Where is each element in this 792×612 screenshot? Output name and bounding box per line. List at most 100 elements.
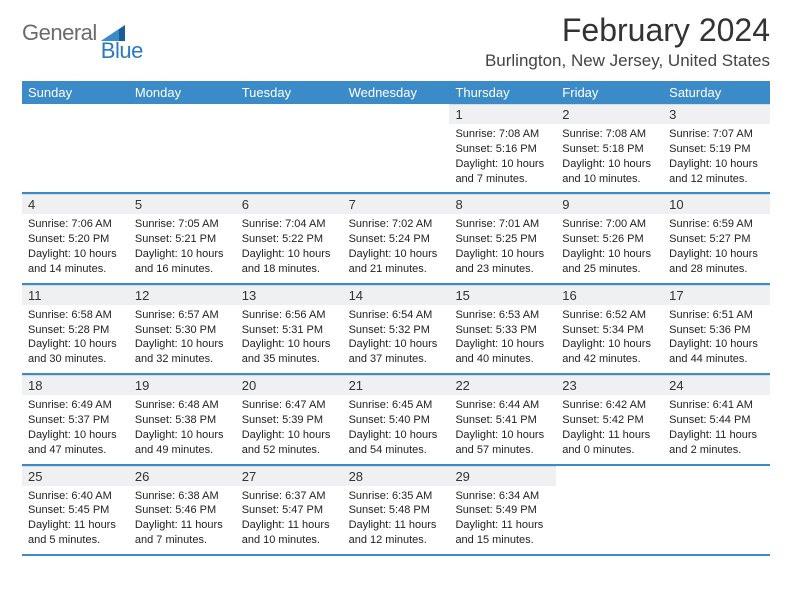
day-number-bar: 4 [22, 194, 129, 214]
day-number: 12 [129, 286, 236, 305]
daylight-line: Daylight: 10 hours and 10 minutes. [562, 157, 657, 187]
daylight-line: Daylight: 10 hours and 23 minutes. [455, 247, 550, 277]
day-cell [663, 466, 770, 554]
sunrise-line: Sunrise: 6:47 AM [242, 398, 337, 413]
sunset-line: Sunset: 5:45 PM [28, 503, 123, 518]
sunrise-line: Sunrise: 7:00 AM [562, 217, 657, 232]
sunrise-line: Sunrise: 7:05 AM [135, 217, 230, 232]
day-number-bar: 25 [22, 466, 129, 486]
sunrise-line: Sunrise: 6:34 AM [455, 489, 550, 504]
sunset-line: Sunset: 5:49 PM [455, 503, 550, 518]
sunrise-line: Sunrise: 7:02 AM [349, 217, 444, 232]
sunrise-line: Sunrise: 6:38 AM [135, 489, 230, 504]
calendar: SundayMondayTuesdayWednesdayThursdayFrid… [22, 81, 770, 556]
day-cell: 23Sunrise: 6:42 AMSunset: 5:42 PMDayligh… [556, 375, 663, 463]
sunset-line: Sunset: 5:30 PM [135, 323, 230, 338]
sunrise-line: Sunrise: 6:44 AM [455, 398, 550, 413]
sunrise-line: Sunrise: 6:52 AM [562, 308, 657, 323]
day-body: Sunrise: 6:42 AMSunset: 5:42 PMDaylight:… [556, 395, 663, 463]
day-body: Sunrise: 7:05 AMSunset: 5:21 PMDaylight:… [129, 214, 236, 282]
week-row: 25Sunrise: 6:40 AMSunset: 5:45 PMDayligh… [22, 466, 770, 556]
day-cell: 28Sunrise: 6:35 AMSunset: 5:48 PMDayligh… [343, 466, 450, 554]
day-cell: 18Sunrise: 6:49 AMSunset: 5:37 PMDayligh… [22, 375, 129, 463]
day-number: 25 [22, 467, 129, 486]
sunset-line: Sunset: 5:40 PM [349, 413, 444, 428]
daylight-line: Daylight: 10 hours and 42 minutes. [562, 337, 657, 367]
day-cell: 13Sunrise: 6:56 AMSunset: 5:31 PMDayligh… [236, 285, 343, 373]
day-number-bar: 27 [236, 466, 343, 486]
daylight-line: Daylight: 10 hours and 57 minutes. [455, 428, 550, 458]
sunrise-line: Sunrise: 6:40 AM [28, 489, 123, 504]
sunset-line: Sunset: 5:20 PM [28, 232, 123, 247]
day-number-bar: 29 [449, 466, 556, 486]
day-number-bar: 7 [343, 194, 450, 214]
day-body: Sunrise: 6:52 AMSunset: 5:34 PMDaylight:… [556, 305, 663, 373]
daylight-line: Daylight: 11 hours and 10 minutes. [242, 518, 337, 548]
day-cell: 26Sunrise: 6:38 AMSunset: 5:46 PMDayligh… [129, 466, 236, 554]
sunrise-line: Sunrise: 6:56 AM [242, 308, 337, 323]
day-body: Sunrise: 6:41 AMSunset: 5:44 PMDaylight:… [663, 395, 770, 463]
sunset-line: Sunset: 5:34 PM [562, 323, 657, 338]
day-cell: 22Sunrise: 6:44 AMSunset: 5:41 PMDayligh… [449, 375, 556, 463]
day-body: Sunrise: 7:07 AMSunset: 5:19 PMDaylight:… [663, 124, 770, 192]
day-cell: 17Sunrise: 6:51 AMSunset: 5:36 PMDayligh… [663, 285, 770, 373]
day-number: 18 [22, 376, 129, 395]
daylight-line: Daylight: 10 hours and 14 minutes. [28, 247, 123, 277]
day-body: Sunrise: 6:53 AMSunset: 5:33 PMDaylight:… [449, 305, 556, 373]
day-number: 9 [556, 195, 663, 214]
weekday-header: Monday [129, 81, 236, 104]
daylight-line: Daylight: 10 hours and 16 minutes. [135, 247, 230, 277]
sunrise-line: Sunrise: 6:37 AM [242, 489, 337, 504]
day-body: Sunrise: 6:40 AMSunset: 5:45 PMDaylight:… [22, 486, 129, 554]
day-cell: 14Sunrise: 6:54 AMSunset: 5:32 PMDayligh… [343, 285, 450, 373]
week-row: 11Sunrise: 6:58 AMSunset: 5:28 PMDayligh… [22, 285, 770, 375]
daylight-line: Daylight: 10 hours and 7 minutes. [455, 157, 550, 187]
day-number: 23 [556, 376, 663, 395]
day-body: Sunrise: 6:37 AMSunset: 5:47 PMDaylight:… [236, 486, 343, 554]
day-cell: 15Sunrise: 6:53 AMSunset: 5:33 PMDayligh… [449, 285, 556, 373]
day-number: 3 [663, 105, 770, 124]
sunset-line: Sunset: 5:39 PM [242, 413, 337, 428]
day-body: Sunrise: 6:48 AMSunset: 5:38 PMDaylight:… [129, 395, 236, 463]
day-cell [556, 466, 663, 554]
day-body: Sunrise: 7:04 AMSunset: 5:22 PMDaylight:… [236, 214, 343, 282]
day-body: Sunrise: 7:06 AMSunset: 5:20 PMDaylight:… [22, 214, 129, 282]
sunrise-line: Sunrise: 7:08 AM [562, 127, 657, 142]
day-number-bar: 2 [556, 104, 663, 124]
sunrise-line: Sunrise: 7:08 AM [455, 127, 550, 142]
day-cell: 3Sunrise: 7:07 AMSunset: 5:19 PMDaylight… [663, 104, 770, 192]
day-number: 10 [663, 195, 770, 214]
daylight-line: Daylight: 10 hours and 40 minutes. [455, 337, 550, 367]
daylight-line: Daylight: 10 hours and 32 minutes. [135, 337, 230, 367]
day-body: Sunrise: 7:02 AMSunset: 5:24 PMDaylight:… [343, 214, 450, 282]
day-number: 11 [22, 286, 129, 305]
day-cell: 25Sunrise: 6:40 AMSunset: 5:45 PMDayligh… [22, 466, 129, 554]
sunset-line: Sunset: 5:16 PM [455, 142, 550, 157]
day-body: Sunrise: 6:57 AMSunset: 5:30 PMDaylight:… [129, 305, 236, 373]
weekday-header: Sunday [22, 81, 129, 104]
daylight-line: Daylight: 10 hours and 25 minutes. [562, 247, 657, 277]
daylight-line: Daylight: 10 hours and 21 minutes. [349, 247, 444, 277]
day-cell: 27Sunrise: 6:37 AMSunset: 5:47 PMDayligh… [236, 466, 343, 554]
day-body: Sunrise: 6:59 AMSunset: 5:27 PMDaylight:… [663, 214, 770, 282]
day-cell: 8Sunrise: 7:01 AMSunset: 5:25 PMDaylight… [449, 194, 556, 282]
day-cell: 9Sunrise: 7:00 AMSunset: 5:26 PMDaylight… [556, 194, 663, 282]
day-body: Sunrise: 6:49 AMSunset: 5:37 PMDaylight:… [22, 395, 129, 463]
day-cell [236, 104, 343, 192]
day-number: 29 [449, 467, 556, 486]
day-cell: 5Sunrise: 7:05 AMSunset: 5:21 PMDaylight… [129, 194, 236, 282]
daylight-line: Daylight: 11 hours and 0 minutes. [562, 428, 657, 458]
sunset-line: Sunset: 5:46 PM [135, 503, 230, 518]
day-number-bar: 12 [129, 285, 236, 305]
daylight-line: Daylight: 10 hours and 47 minutes. [28, 428, 123, 458]
top-bar: General Blue February 2024 Burlington, N… [22, 12, 770, 71]
day-number-bar: 16 [556, 285, 663, 305]
day-number: 15 [449, 286, 556, 305]
day-cell: 24Sunrise: 6:41 AMSunset: 5:44 PMDayligh… [663, 375, 770, 463]
daylight-line: Daylight: 11 hours and 12 minutes. [349, 518, 444, 548]
day-number-bar: 20 [236, 375, 343, 395]
week-row: 1Sunrise: 7:08 AMSunset: 5:16 PMDaylight… [22, 104, 770, 194]
sunrise-line: Sunrise: 6:59 AM [669, 217, 764, 232]
sunset-line: Sunset: 5:48 PM [349, 503, 444, 518]
weeks-container: 1Sunrise: 7:08 AMSunset: 5:16 PMDaylight… [22, 104, 770, 556]
